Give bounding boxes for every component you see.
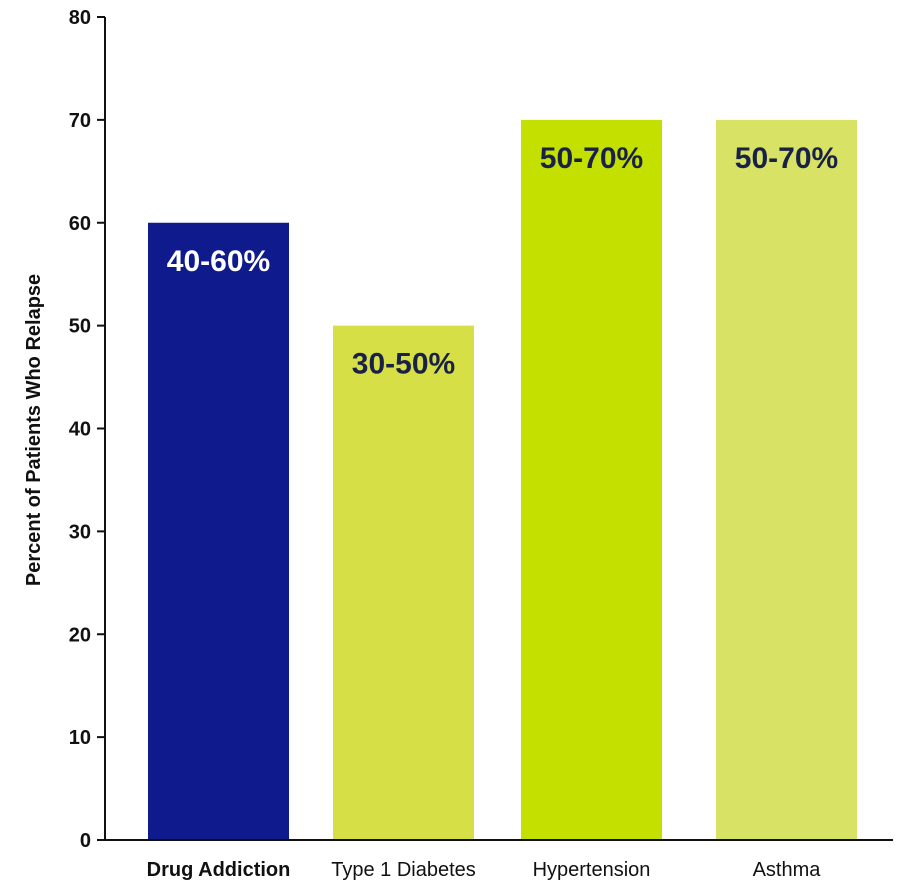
x-category-label: Asthma — [753, 859, 822, 881]
x-axis-labels: Drug Addiction Type 1 Diabetes Hypertensio… — [147, 859, 822, 881]
y-tick-label: 30 — [69, 521, 91, 543]
x-category-label: Type 1 Diabetes — [331, 859, 476, 881]
bar — [521, 119, 662, 840]
y-axis-ticks: 0 10 20 30 40 50 60 70 80 — [69, 7, 105, 852]
y-tick-label: 40 — [69, 419, 91, 441]
y-tick-label: 50 — [69, 316, 91, 338]
x-category-label: Drug Addiction — [147, 859, 291, 881]
y-tick-label: 80 — [69, 7, 91, 29]
y-tick-label: 70 — [69, 110, 91, 132]
bar-data-label: 40-60% — [167, 245, 270, 278]
y-tick-label: 0 — [80, 830, 91, 852]
y-tick-label: 20 — [69, 624, 91, 646]
bar — [716, 119, 857, 840]
bar — [333, 325, 474, 840]
bar-data-label: 50-70% — [540, 142, 643, 175]
axes — [104, 17, 893, 841]
bar — [148, 222, 289, 840]
bar-data-label: 50-70% — [735, 142, 838, 175]
y-tick-label: 60 — [69, 213, 91, 235]
bars: 40-60% 30-50% 50-70% 50-70% — [148, 119, 857, 840]
bar-data-label: 30-50% — [352, 348, 455, 381]
y-axis-title: Percent of Patients Who Relapse — [23, 274, 45, 586]
y-tick-label: 10 — [69, 727, 91, 749]
x-category-label: Hypertension — [533, 859, 651, 881]
